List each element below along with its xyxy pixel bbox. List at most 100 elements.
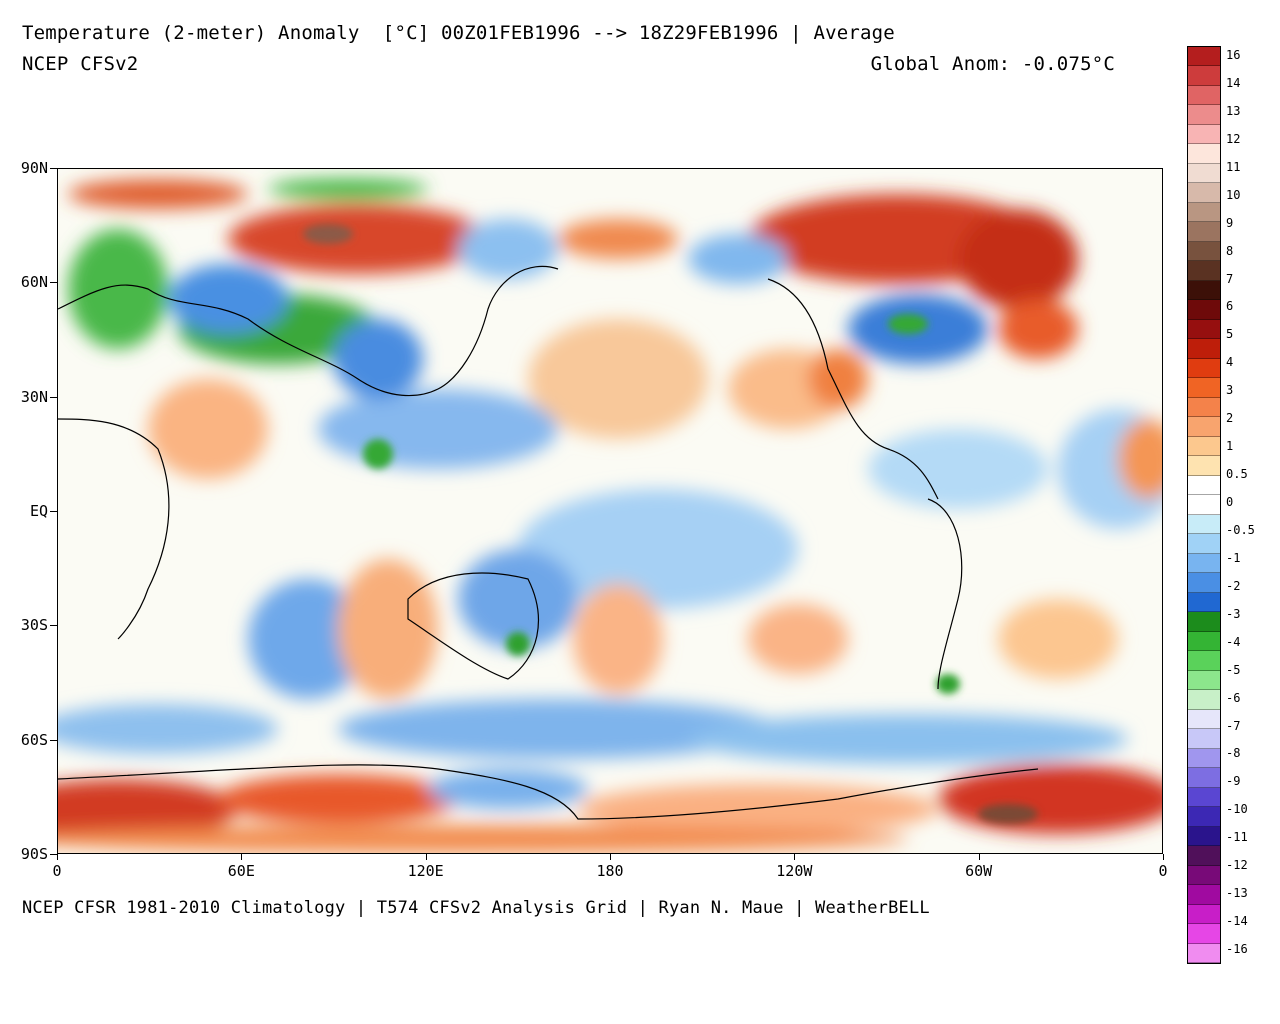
colorbar-swatch (1188, 709, 1220, 730)
colorbar-swatch (1188, 631, 1220, 652)
x-tick-label: 60W (965, 862, 993, 880)
colorbar-label: -0.5 (1226, 522, 1255, 537)
colorbar-swatch (1188, 651, 1220, 671)
colorbar-label: 4 (1226, 355, 1234, 370)
colorbar-label: -2 (1226, 578, 1241, 593)
colorbar-label: -16 (1226, 942, 1248, 956)
global-anomaly-label: Global Anom: -0.075°C (870, 53, 1115, 75)
colorbar-swatch (1188, 85, 1220, 106)
colorbar-label: -1 (1226, 550, 1241, 565)
y-tick-label: 60N (20, 273, 48, 292)
map-canvas (58, 169, 1162, 853)
colorbar-swatch (1188, 729, 1220, 749)
colorbar-swatch (1188, 885, 1220, 905)
colorbar-swatch (1188, 319, 1220, 340)
temperature-anomaly-map (57, 168, 1163, 854)
colorbar-swatch (1188, 807, 1220, 827)
x-tick-mark (241, 854, 243, 860)
colorbar-swatch (1188, 904, 1220, 925)
colorbar-label: 1 (1226, 439, 1234, 454)
x-tick-mark (1163, 854, 1164, 860)
colorbar-swatch (1188, 534, 1220, 554)
colorbar-swatch (1188, 495, 1220, 515)
x-tick-label: 120W (776, 862, 813, 880)
colorbar-swatch (1188, 670, 1220, 691)
x-tick-label: 0 (1158, 862, 1168, 880)
colorbar-swatch (1188, 456, 1220, 476)
colorbar-label: -6 (1226, 690, 1241, 705)
y-tick-mark (50, 282, 57, 284)
colorbar-label: 5 (1226, 327, 1234, 342)
colorbar-label: -9 (1226, 774, 1241, 789)
x-tick-mark (978, 854, 980, 860)
colorbar-label: -14 (1226, 914, 1248, 929)
colorbar-label: -13 (1226, 886, 1248, 901)
y-tick-label: 60S (20, 730, 48, 749)
colorbar-label: -11 (1226, 830, 1248, 845)
colorbar-swatch (1188, 690, 1220, 710)
colorbar-label: 14 (1226, 75, 1241, 90)
colorbar-label: 0.5 (1226, 467, 1248, 482)
colorbar-swatch (1188, 417, 1220, 437)
y-tick-mark (50, 396, 57, 398)
colorbar-swatch (1188, 124, 1220, 145)
chart-title: Temperature (2-meter) Anomaly [°C] 00Z01… (22, 22, 895, 44)
x-tick-label: 60E (227, 862, 255, 880)
colorbar-swatch (1188, 573, 1220, 593)
colorbar-label: -5 (1226, 662, 1241, 677)
colorbar-swatch (1188, 241, 1220, 262)
x-tick-label: 120E (407, 862, 444, 880)
colorbar-label: 11 (1226, 159, 1241, 174)
y-tick-label: 90S (20, 845, 48, 863)
colorbar-label: -4 (1226, 634, 1241, 649)
colorbar-swatch (1188, 514, 1220, 535)
colorbar-swatch (1188, 768, 1220, 788)
colorbar-label: 6 (1226, 299, 1234, 314)
colorbar-swatch (1188, 202, 1220, 223)
colorbar-swatch (1188, 924, 1220, 944)
coastlines (58, 265, 1039, 820)
colorbar-swatch (1188, 261, 1220, 281)
x-tick-mark (794, 854, 796, 860)
model-label: NCEP CFSv2 (22, 53, 139, 75)
colorbar-swatch (1188, 612, 1220, 632)
y-tick-label: 30N (20, 387, 48, 406)
colorbar-label: 12 (1226, 131, 1241, 146)
colorbar-swatch (1188, 378, 1220, 398)
colorbar-label: 16 (1226, 48, 1241, 62)
x-tick-label: 180 (596, 862, 624, 880)
y-tick-mark (50, 854, 57, 855)
y-tick-mark (50, 168, 57, 169)
colorbar-swatch (1188, 339, 1220, 359)
colorbar-swatch (1188, 748, 1220, 769)
colorbar-label: -7 (1226, 718, 1241, 733)
colorbar-swatch (1188, 280, 1220, 301)
colorbar-swatch (1188, 826, 1220, 847)
colorbar-swatch (1188, 163, 1220, 184)
colorbar-swatch (1188, 787, 1220, 808)
colorbar-swatch (1188, 105, 1220, 125)
colorbar-swatch (1188, 397, 1220, 418)
colorbar-label: -8 (1226, 746, 1241, 761)
colorbar-label: 13 (1226, 103, 1241, 118)
colorbar-swatch (1188, 475, 1220, 496)
colorbar-swatch (1188, 592, 1220, 613)
colorbar-label: 0 (1226, 495, 1234, 509)
y-tick-mark (50, 625, 57, 627)
colorbar-swatch (1188, 222, 1220, 242)
colorbar-swatch (1188, 553, 1220, 574)
x-tick-mark (425, 854, 427, 860)
x-tick-mark (610, 854, 611, 860)
colorbar-label: -12 (1226, 858, 1248, 873)
y-tick-label: 30S (20, 616, 48, 635)
colorbar-swatch (1188, 436, 1220, 457)
y-tick-label: 90N (20, 159, 48, 177)
y-tick-mark (50, 511, 57, 512)
colorbar-swatch (1188, 300, 1220, 320)
colorbar-swatch (1188, 144, 1220, 164)
colorbar-swatch (1188, 183, 1220, 203)
colorbar-label: -3 (1226, 606, 1241, 621)
colorbar-label: 9 (1226, 215, 1234, 230)
colorbar-label: 7 (1226, 271, 1234, 286)
colorbar-label: 3 (1226, 383, 1234, 398)
